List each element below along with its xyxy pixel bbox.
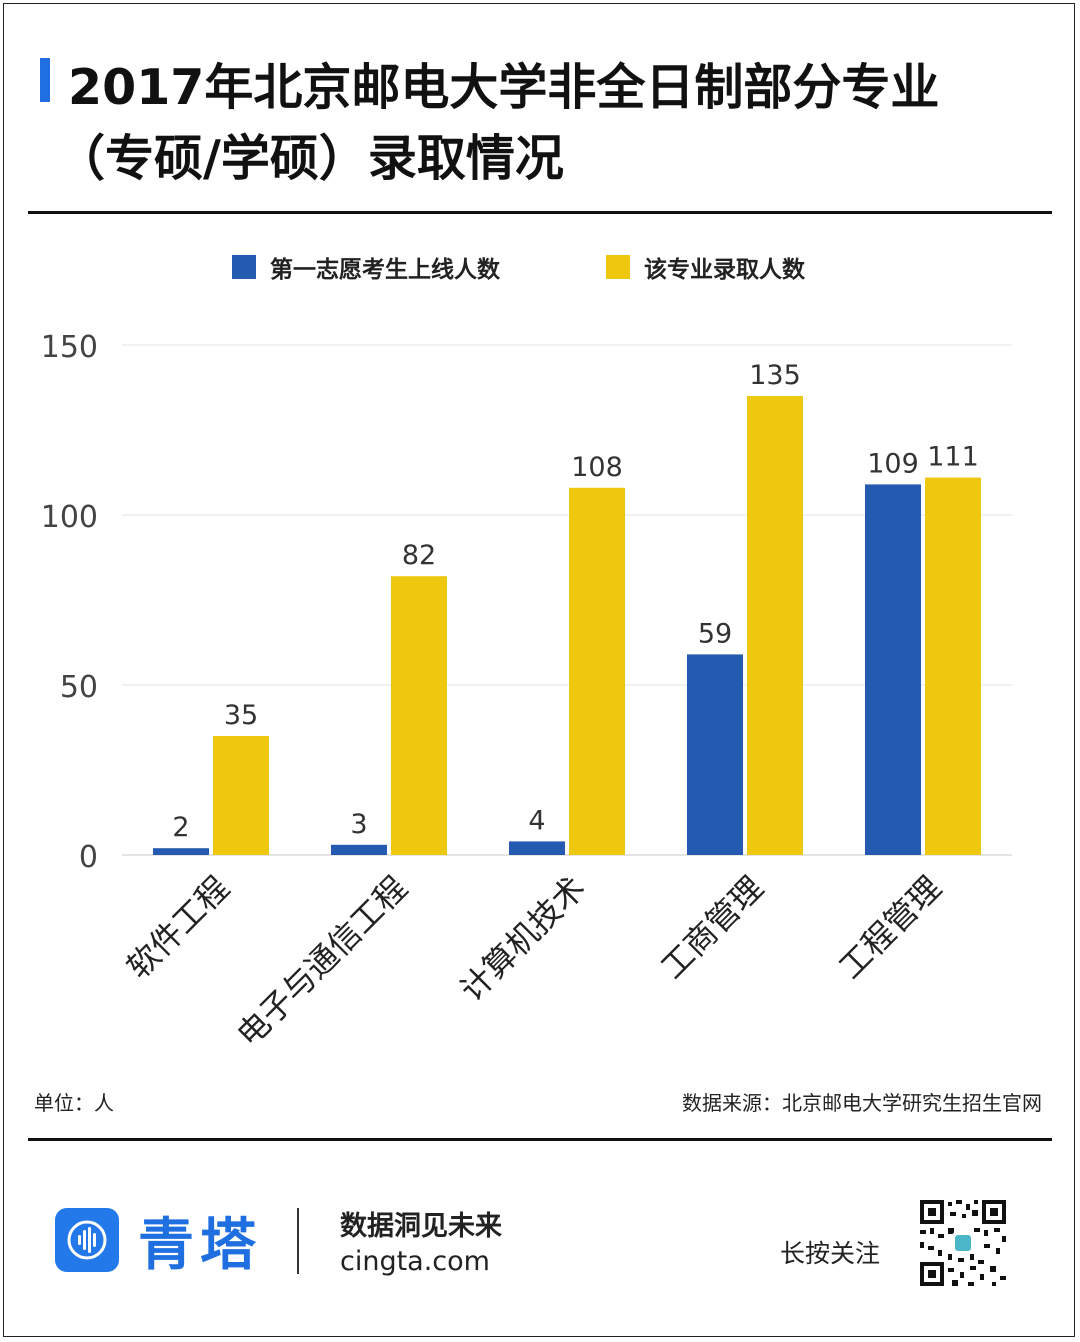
y-tick-label: 0 [79,840,98,875]
data-label: 3 [350,809,367,840]
footer-divider [28,1138,1052,1141]
title-divider [28,211,1052,214]
legend-label-series-2: 该专业录取人数 [644,257,805,283]
brand-slogan: 数据洞见未来 [340,1211,502,1242]
bar-first-choice [509,841,565,855]
data-label: 109 [867,448,919,479]
data-label: 59 [698,618,732,649]
bar-admitted [925,477,981,855]
qr-code-icon[interactable] [918,1198,1008,1288]
x-category-label: 工程管理 [831,869,948,986]
legend-item-series-1: 第一志愿考生上线人数 [232,252,500,283]
bar-first-choice [331,844,387,855]
title-line-1: 2017年北京邮电大学非全日制部分专业 [68,59,940,116]
sound-wave-logo-icon [55,1208,119,1272]
title-accent-bar [40,58,50,102]
title-line-2: （专硕/学硕）录取情况 [56,130,564,187]
y-tick-label: 150 [41,330,98,365]
data-label: 4 [528,805,545,836]
bar-admitted [569,487,625,855]
source-note: 数据来源：北京邮电大学研究生招生官网 [682,1091,1042,1115]
data-label: 108 [571,452,623,483]
bar-first-choice [687,654,743,855]
data-label: 35 [224,700,258,731]
brand-website: cingta.com [340,1246,490,1277]
brand-name: 青塔 [138,1212,262,1278]
x-category-label: 软件工程 [119,869,236,986]
bar-first-choice [865,484,921,855]
x-category-label: 计算机技术 [453,869,593,1009]
page-frame [3,3,1075,1337]
data-label: 82 [402,540,436,571]
legend-swatch-yellow [606,255,630,279]
follow-prompt: 长按关注 [780,1239,881,1268]
data-label: 2 [172,812,189,843]
data-label: 135 [749,360,801,391]
x-category-label: 工商管理 [653,869,770,986]
bar-admitted [747,396,803,855]
x-category-label: 电子与通信工程 [229,869,414,1054]
y-tick-label: 50 [60,670,98,705]
data-label: 111 [927,442,979,473]
footer-vertical-divider [297,1208,299,1274]
legend-swatch-blue [232,255,256,279]
page-title: 2017年北京邮电大学非全日制部分专业 （专硕/学硕）录取情况 [56,52,1028,194]
y-tick-label: 100 [41,500,98,535]
legend-label-series-1: 第一志愿考生上线人数 [270,257,500,283]
bar-first-choice [153,848,209,855]
bar-admitted [391,576,447,855]
chart-legend: 第一志愿考生上线人数 该专业录取人数 [0,252,1080,283]
bar-admitted [213,736,269,855]
unit-note: 单位：人 [34,1091,114,1115]
legend-item-series-2: 该专业录取人数 [606,252,805,283]
